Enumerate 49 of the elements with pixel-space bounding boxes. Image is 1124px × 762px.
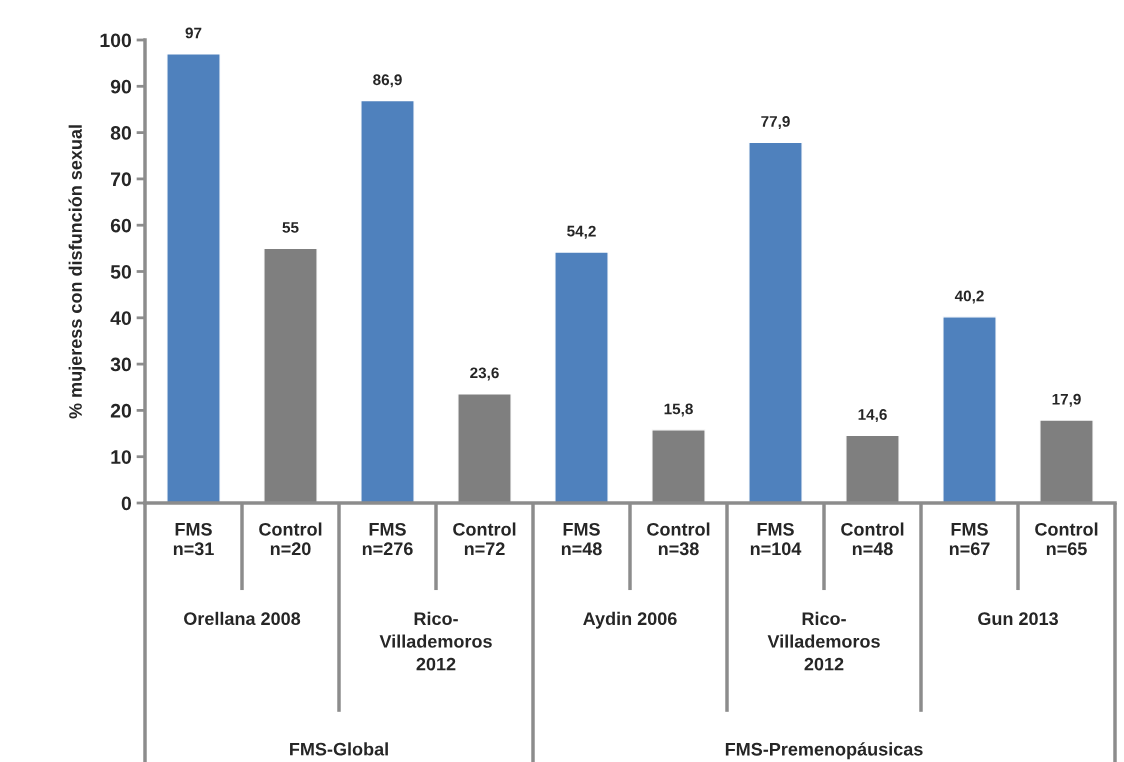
bar	[845, 434, 900, 503]
text: Rico- Villademoros 2012	[379, 611, 492, 671]
y-tick-label: 70	[111, 172, 132, 187]
data-label: 55	[282, 222, 299, 233]
y-tick-label: 90	[110, 79, 132, 94]
x-tick-label: Control n=20	[259, 522, 322, 556]
bar	[166, 53, 221, 503]
y-tick-label: 0	[121, 496, 132, 511]
y-tick-label: 100	[100, 33, 132, 48]
x-tick-label: Control n=48	[841, 522, 904, 556]
data-label: 40,2	[954, 290, 984, 304]
text: FMS-Premenopáusicas	[725, 742, 923, 760]
y-tick-label: 50	[110, 264, 132, 279]
data-label: 17,9	[1052, 393, 1081, 407]
data-label: 97	[185, 27, 202, 39]
data-label: 77,9	[761, 115, 790, 130]
text: Gun 2013	[978, 612, 1058, 626]
x-tick-label: FMS n=104	[750, 522, 802, 556]
y-tick-label: 40	[110, 311, 132, 326]
y-tick-label: 20	[110, 403, 132, 418]
x-tick-label: FMS n=48	[561, 522, 602, 556]
x-tick-label: FMS n=276	[362, 522, 413, 556]
bar	[748, 141, 803, 503]
bar	[263, 247, 318, 503]
data-label: 86,9	[373, 74, 402, 88]
y-tick-label: 60	[110, 218, 132, 233]
text: Rico- Villademoros 2012	[767, 611, 880, 671]
x-tick-label: Control n=72	[453, 522, 516, 555]
data-label: 54,2	[567, 225, 596, 239]
bar	[942, 316, 997, 503]
data-label: 23,6	[470, 367, 499, 381]
text: FMS-Global	[290, 742, 388, 756]
x-tick-label: Control n=38	[647, 522, 710, 556]
data-label: 15,8	[664, 403, 693, 417]
y-axis-title: % mujeress con disfunción sexual	[68, 125, 86, 419]
bar	[1039, 419, 1094, 503]
x-tick-label: FMS n=67	[949, 522, 990, 556]
data-label: 14,6	[858, 409, 887, 423]
y-tick-label: 80	[110, 126, 132, 140]
bar	[554, 251, 609, 503]
x-tick-label: FMS n=31	[173, 522, 214, 556]
text: Aydin 2006	[583, 611, 677, 629]
y-tick-label: 10	[111, 450, 132, 464]
y-tick-label: 30	[110, 357, 132, 372]
bar	[360, 99, 415, 503]
bar	[651, 429, 706, 503]
text: Orellana 2008	[184, 611, 301, 626]
bar	[457, 393, 512, 503]
x-tick-label: Control n=65	[1035, 522, 1098, 556]
